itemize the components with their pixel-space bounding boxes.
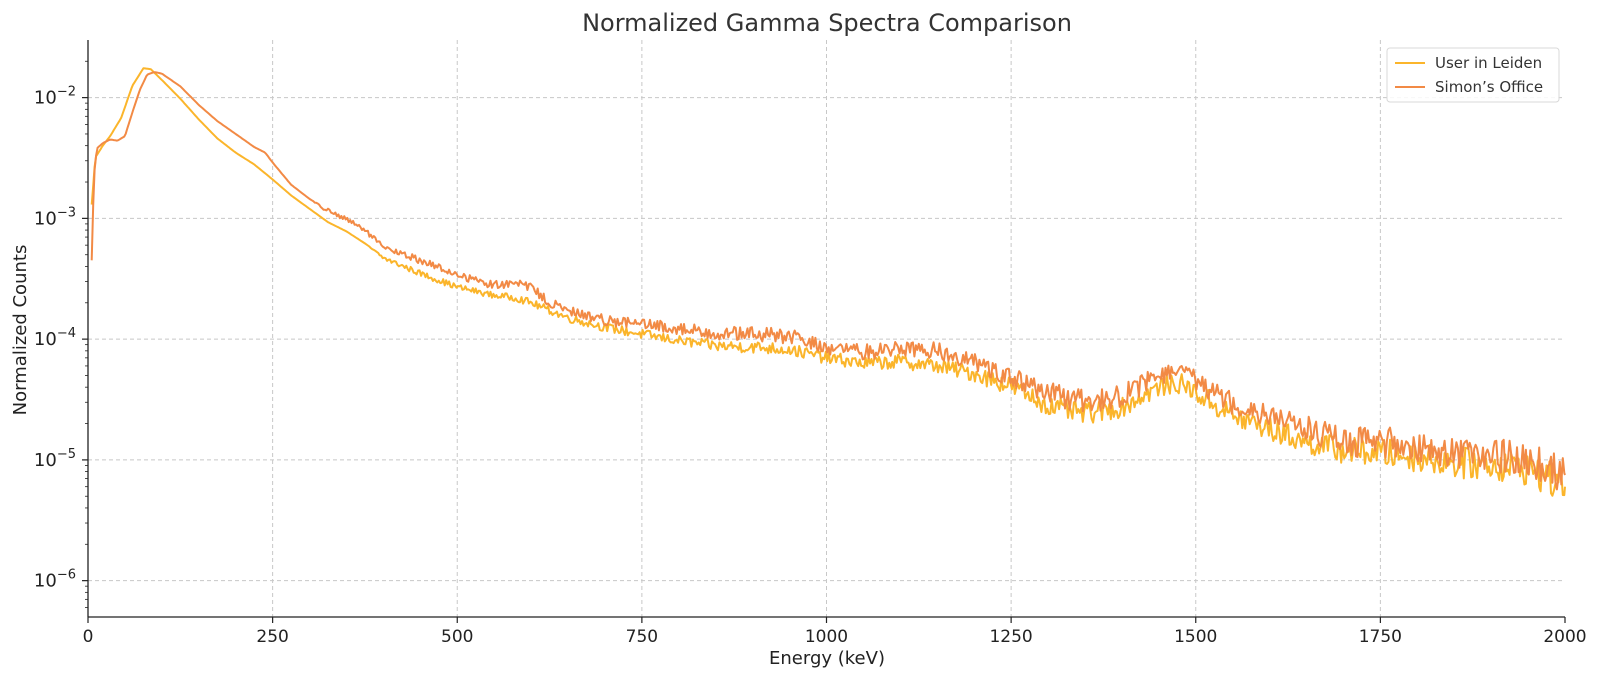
y-tick-label: 10−2 — [34, 85, 76, 109]
x-tick-label: 1500 — [1174, 627, 1217, 647]
y-tick-exponent: −3 — [57, 205, 76, 220]
y-tick-exponent: −5 — [57, 447, 76, 462]
y-tick-label: 10−6 — [34, 568, 76, 592]
legend-label: User in Leiden — [1435, 54, 1542, 72]
y-tick-label: 10−5 — [34, 447, 76, 471]
series-lines — [90, 67, 1566, 497]
grid-lines — [88, 40, 1565, 617]
y-tick-label: 10−4 — [34, 326, 76, 350]
y-tick-label: 10−3 — [34, 205, 76, 229]
x-tick-label: 1250 — [989, 627, 1032, 647]
chart-title: Normalized Gamma Spectra Comparison — [582, 9, 1072, 37]
x-tick-label: 250 — [256, 627, 288, 647]
y-tick-base: 10 — [34, 208, 57, 229]
series-line-1 — [90, 71, 1566, 491]
series-line-0 — [90, 67, 1566, 497]
x-axis-label: Energy (keV) — [769, 648, 885, 669]
legend-label: Simon’s Office — [1435, 78, 1543, 96]
x-tick-label: 1750 — [1359, 627, 1402, 647]
y-tick-base: 10 — [34, 571, 57, 592]
y-tick-base: 10 — [34, 88, 57, 109]
axes: 0 250 500 750 1000 1250 1500 1750 200010−210−310… — [34, 40, 1587, 647]
x-tick-label: 2000 — [1543, 627, 1586, 647]
y-tick-exponent: −2 — [57, 85, 76, 100]
legend-box — [1386, 47, 1560, 103]
y-tick-base: 10 — [34, 450, 57, 471]
legend: User in Leiden Simon’s Office — [1386, 47, 1560, 103]
x-tick-label: 750 — [626, 627, 658, 647]
y-axis-label: Normalized Counts — [10, 245, 31, 416]
x-tick-label: 1000 — [805, 627, 848, 647]
y-tick-exponent: −4 — [57, 326, 76, 341]
x-tick-label: 0 — [83, 627, 94, 647]
y-tick-base: 10 — [34, 329, 57, 350]
x-tick-label: 500 — [441, 627, 473, 647]
y-tick-exponent: −6 — [57, 568, 76, 583]
